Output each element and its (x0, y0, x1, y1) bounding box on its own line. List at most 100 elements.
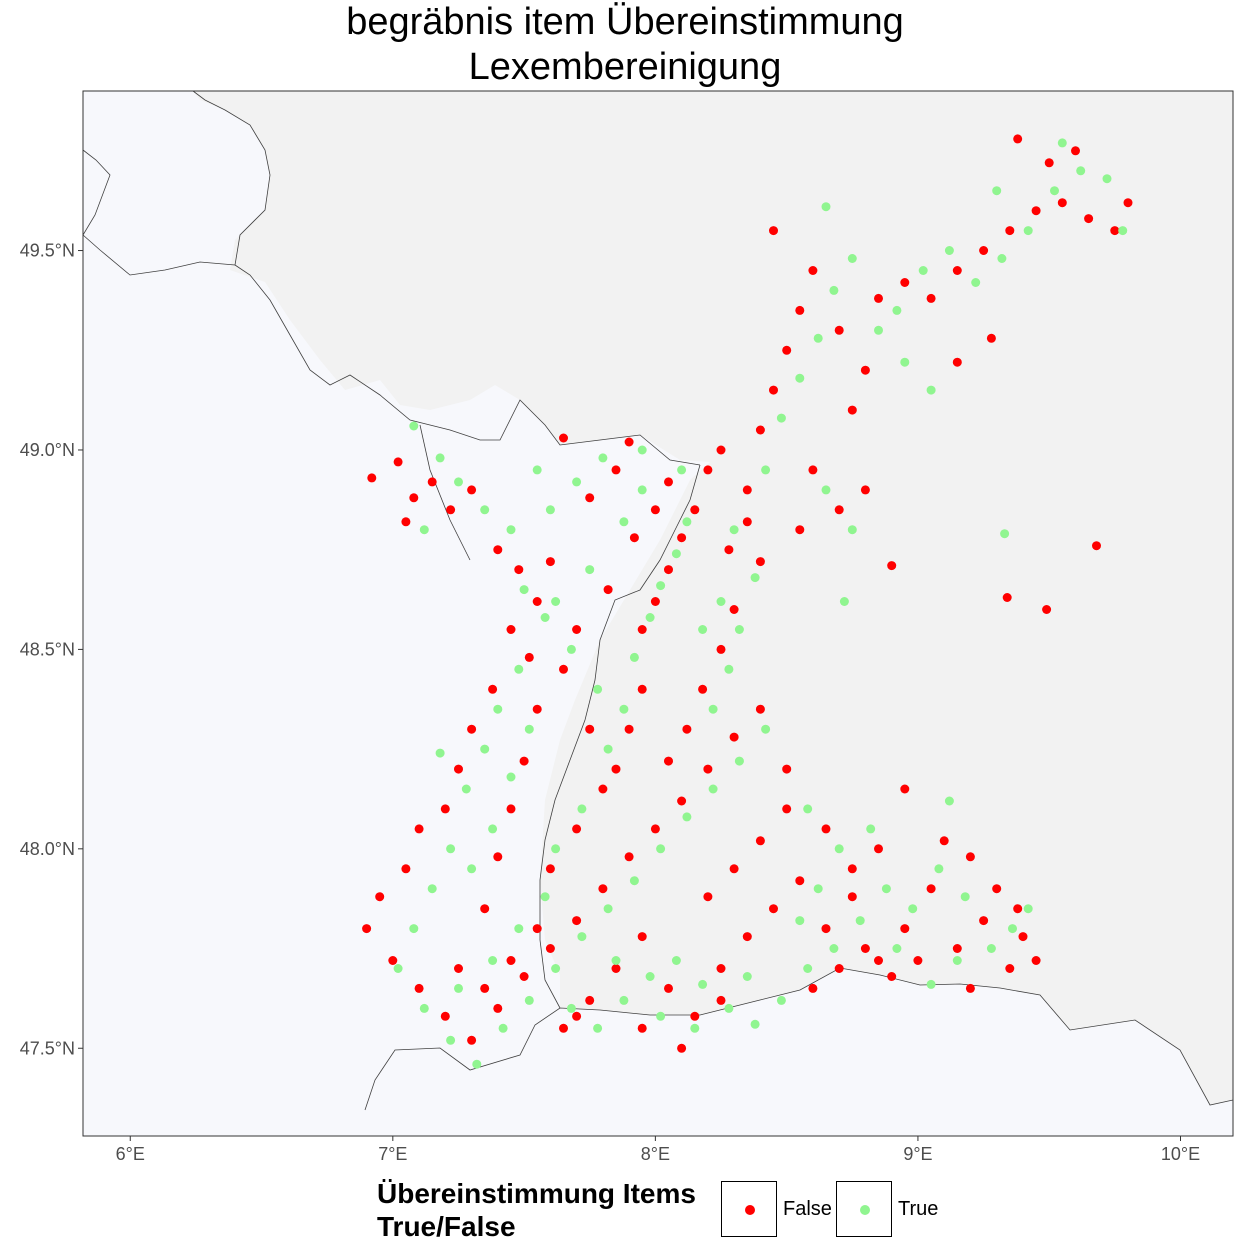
point-true (776, 995, 786, 1005)
point-false (847, 864, 857, 874)
point-true (776, 413, 786, 423)
x-tick-label: 6°E (116, 1144, 145, 1164)
point-true (677, 465, 687, 475)
point-false (1031, 206, 1041, 216)
point-true (1023, 226, 1033, 236)
point-false (690, 505, 700, 515)
map-panel (83, 91, 1233, 1136)
point-false (677, 1043, 687, 1053)
point-true (761, 724, 771, 734)
point-false (1084, 214, 1094, 224)
point-true (493, 704, 503, 714)
point-true (926, 385, 936, 395)
point-false (362, 924, 372, 934)
border-france-germany (192, 90, 701, 466)
point-false (1092, 541, 1101, 551)
point-true (566, 644, 576, 654)
point-true (409, 421, 419, 431)
legend-dot-false (745, 1205, 755, 1215)
point-true (519, 585, 529, 595)
point-true (488, 956, 498, 965)
point-true (829, 285, 839, 295)
point-false (506, 625, 516, 634)
point-false (992, 884, 1002, 894)
point-true (952, 956, 962, 965)
point-true (944, 796, 954, 806)
point-true (566, 1003, 576, 1013)
point-false (1002, 593, 1012, 602)
point-true (454, 983, 463, 993)
point-false (454, 964, 463, 973)
point-false (742, 485, 752, 495)
point-false (926, 884, 936, 894)
point-false (388, 956, 398, 965)
point-false (729, 864, 739, 874)
border-luxembourg (82, 149, 236, 276)
point-true (524, 724, 534, 734)
panel-frame (82, 90, 1234, 1137)
point-false (716, 644, 726, 654)
point-true (551, 844, 561, 854)
point-false (401, 864, 411, 874)
point-true (645, 613, 655, 622)
point-false (716, 995, 726, 1005)
point-true (645, 972, 655, 981)
point-false (860, 944, 870, 953)
point-false (900, 924, 910, 934)
point-false (611, 764, 621, 774)
legend-title-line-2: True/False (377, 1211, 516, 1242)
point-false (834, 505, 844, 515)
x-tick-label: 7°E (378, 1144, 407, 1164)
point-true (716, 597, 726, 606)
point-true (467, 864, 477, 874)
point-false (506, 804, 516, 814)
y-tick-label: 48.5°N (20, 639, 75, 659)
point-false (598, 884, 608, 894)
point-false (795, 305, 805, 315)
point-false (965, 852, 975, 862)
y-tick-label: 49.0°N (20, 440, 75, 460)
point-false (900, 784, 910, 794)
point-true (724, 1003, 734, 1013)
point-false (795, 876, 805, 886)
point-true (435, 453, 445, 463)
point-false (769, 385, 778, 395)
point-false (703, 892, 713, 902)
border-switzerland (364, 967, 1234, 1111)
point-true (551, 964, 561, 973)
point-false (769, 904, 778, 914)
point-false (847, 405, 857, 415)
point-true (834, 844, 844, 854)
point-true (986, 944, 996, 953)
point-true (393, 964, 403, 973)
gray-region-north-east (193, 91, 1233, 1105)
point-true (585, 565, 595, 575)
point-false (454, 764, 463, 774)
point-false (716, 445, 726, 455)
point-true (892, 305, 902, 315)
point-true (427, 884, 437, 894)
point-true (472, 1059, 482, 1069)
point-false (677, 533, 687, 543)
point-false (821, 824, 831, 834)
point-false (979, 916, 989, 926)
point-true (498, 1023, 508, 1033)
point-false (782, 764, 792, 774)
point-false (414, 983, 424, 993)
point-false (572, 824, 582, 834)
point-false (795, 525, 805, 535)
point-false (1013, 134, 1023, 144)
point-false (1057, 198, 1067, 208)
point-false (611, 964, 621, 973)
point-false (664, 477, 673, 487)
point-true (708, 704, 718, 714)
point-true (803, 804, 813, 814)
point-false (782, 345, 792, 355)
point-true (997, 254, 1007, 263)
point-true (682, 517, 692, 527)
point-false (847, 892, 857, 902)
legend-label-true: True (898, 1198, 939, 1220)
point-true (1102, 174, 1112, 184)
point-true (593, 684, 603, 694)
point-false (637, 625, 647, 634)
